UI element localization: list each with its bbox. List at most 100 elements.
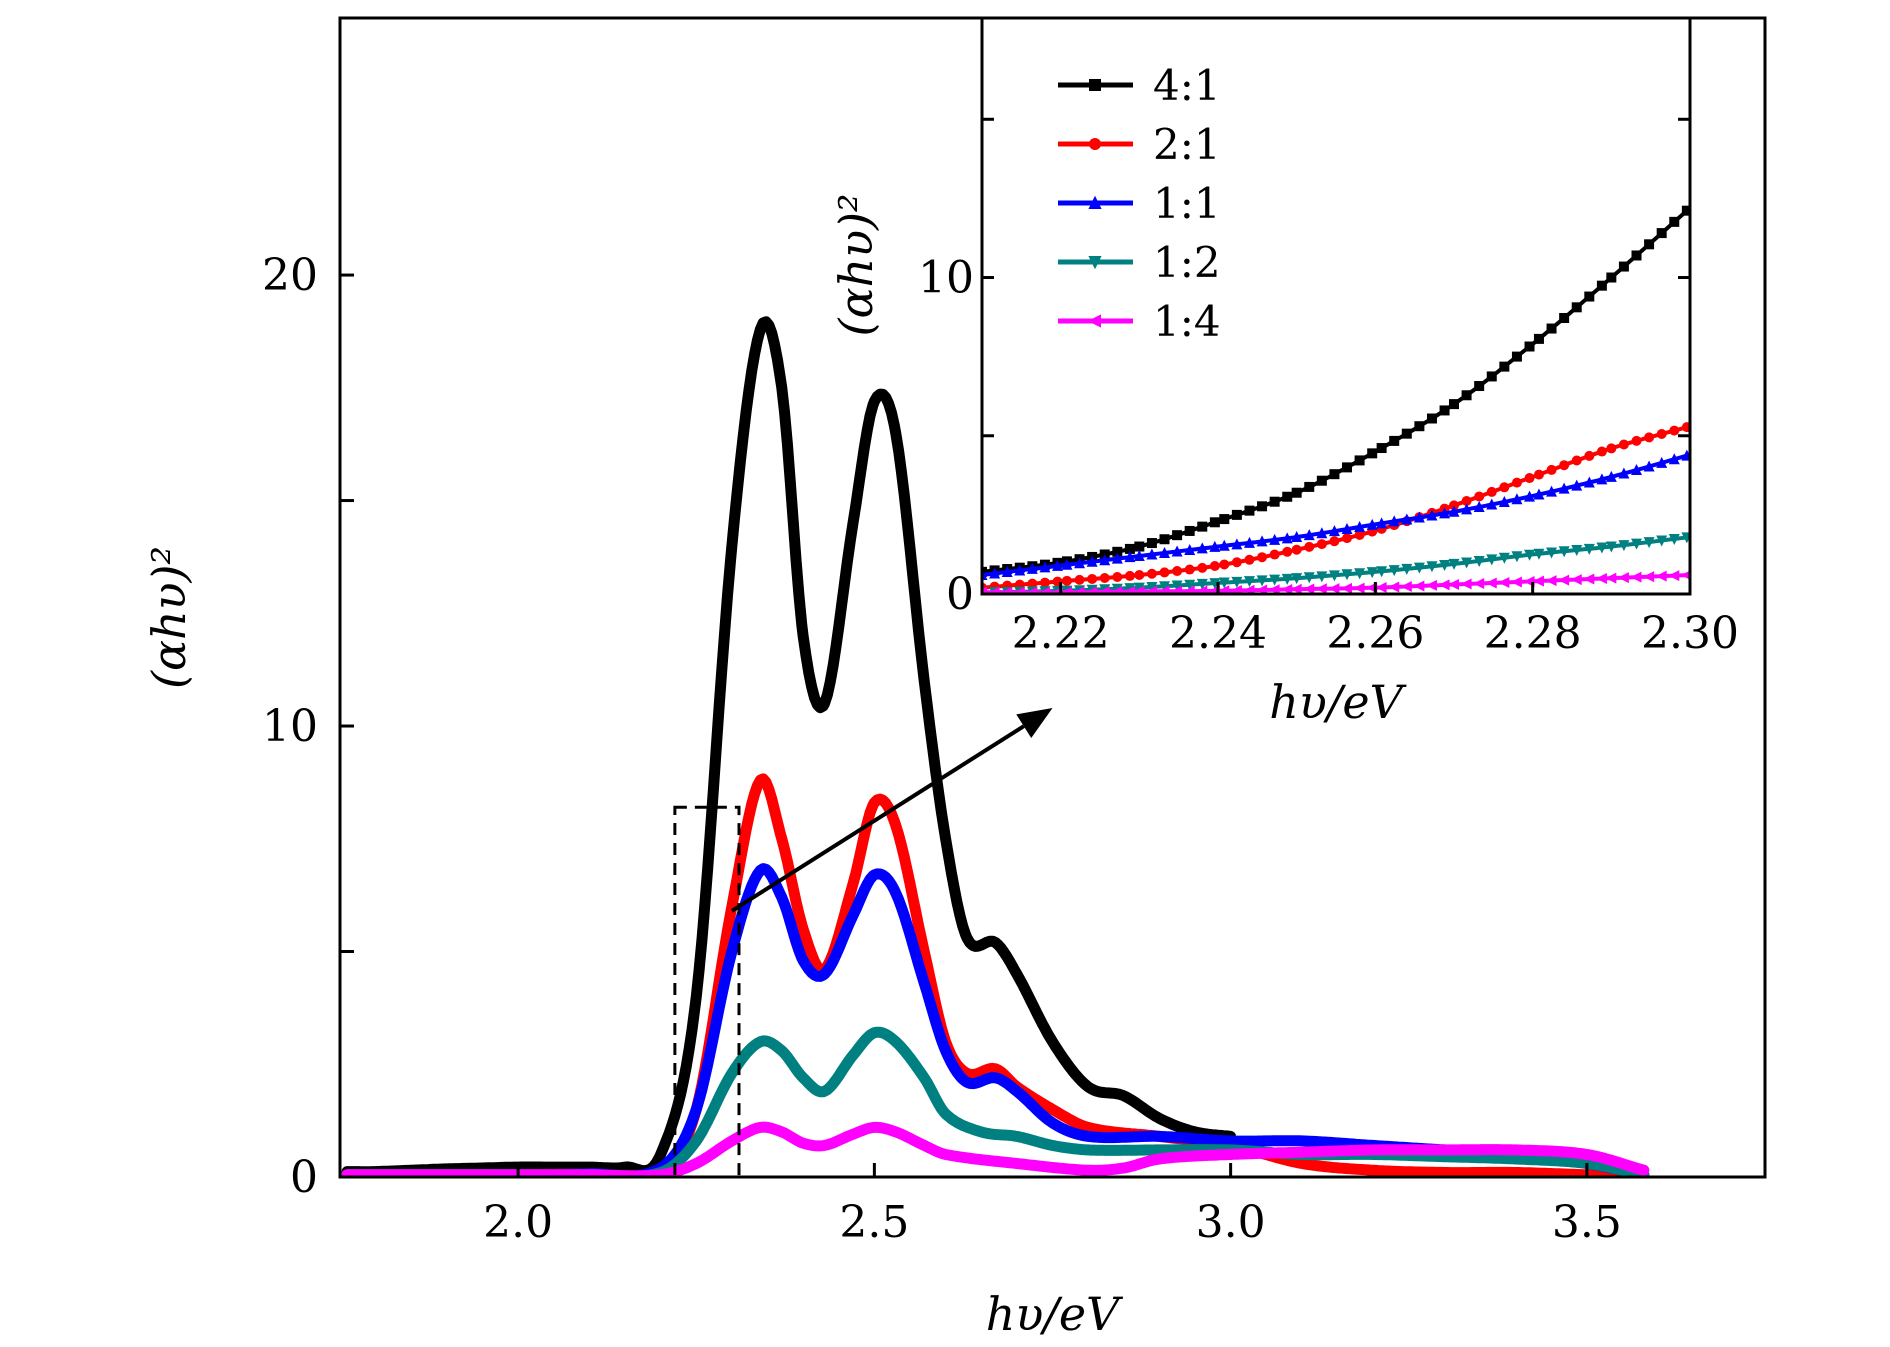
inset-data-point-2-1 bbox=[1631, 435, 1642, 446]
inset-data-point-1-1 bbox=[1281, 532, 1293, 544]
inset-data-point-1-1 bbox=[1583, 476, 1595, 488]
inset-data-point-4-1 bbox=[1486, 371, 1497, 382]
inset-data-point-1-1 bbox=[1171, 545, 1183, 557]
inset-data-point-1-2 bbox=[1448, 558, 1460, 570]
inset-data-point-4-1 bbox=[1499, 361, 1510, 372]
inset-data-point-4-1 bbox=[1342, 462, 1353, 473]
inset-data-point-1-2 bbox=[1209, 578, 1221, 590]
inset-data-point-1-1 bbox=[1631, 464, 1643, 476]
inset-series-markers-1-4 bbox=[982, 570, 1690, 594]
inset-data-point-1-1 bbox=[1026, 562, 1038, 574]
inset-data-point-1-1 bbox=[1243, 536, 1255, 548]
inset-data-point-1-2 bbox=[1668, 533, 1680, 545]
inset-data-point-1-1 bbox=[1303, 529, 1315, 541]
inset-data-point-1-1 bbox=[1061, 558, 1073, 570]
inset-data-point-1-4 bbox=[1498, 576, 1510, 588]
main-x-tick-label: 2.0 bbox=[483, 1197, 553, 1248]
inset-data-point-1-1 bbox=[1291, 531, 1303, 543]
inset-data-point-2-1 bbox=[1124, 570, 1135, 581]
inset-data-point-4-1 bbox=[1669, 216, 1680, 227]
inset-data-point-2-1 bbox=[1316, 539, 1327, 550]
inset-data-point-1-4 bbox=[1133, 585, 1145, 594]
inset-data-point-1-4 bbox=[1375, 581, 1387, 593]
zoom-region-box bbox=[673, 805, 741, 1179]
legend-marker-2-1 bbox=[1089, 138, 1101, 150]
inset-data-point-1-1 bbox=[1448, 505, 1460, 517]
inset-data-point-1-1 bbox=[1511, 493, 1523, 505]
inset-data-point-4-1 bbox=[1449, 399, 1459, 410]
inset-data-point-2-1 bbox=[1269, 549, 1280, 560]
inset-data-point-1-4 bbox=[1485, 577, 1497, 589]
inset-data-point-1-1 bbox=[1533, 488, 1545, 500]
inset-data-point-1-4 bbox=[1630, 571, 1642, 583]
inset-data-point-1-4 bbox=[1643, 571, 1655, 583]
inset-data-point-1-1 bbox=[1426, 509, 1438, 521]
inset-data-point-1-4 bbox=[1617, 572, 1629, 584]
inset-data-point-1-4 bbox=[1341, 582, 1353, 594]
inset-data-point-1-4 bbox=[1328, 583, 1340, 594]
inset-data-point-1-1 bbox=[1668, 453, 1680, 465]
inset-data-point-1-1 bbox=[1328, 525, 1340, 537]
inset-data-point-2-1 bbox=[1282, 546, 1293, 557]
inset-data-point-4-1 bbox=[1291, 487, 1302, 498]
inset-data-point-2-1 bbox=[1342, 533, 1353, 544]
inset-data-point-1-1 bbox=[1618, 467, 1630, 479]
inset-data-point-1-4 bbox=[1400, 581, 1412, 593]
inset-data-point-1-4 bbox=[1532, 575, 1544, 587]
inset-data-point-1-1 bbox=[1014, 564, 1026, 576]
inset-data-point-4-1 bbox=[1172, 530, 1183, 541]
inset-x-axis-label: hυ/eV bbox=[1269, 675, 1407, 729]
inset-y-tick-label: 10 bbox=[918, 253, 974, 304]
inset-data-point-4-1 bbox=[1618, 261, 1629, 272]
inset-data-point-2-1 bbox=[1304, 541, 1315, 552]
inset-data-point-1-4 bbox=[1605, 572, 1617, 584]
inset-data-point-1-1 bbox=[1341, 523, 1353, 535]
inset-data-point-1-1 bbox=[1133, 550, 1145, 562]
inset-x-tick-label: 2.22 bbox=[1012, 608, 1110, 659]
inset-data-point-1-1 bbox=[1656, 456, 1668, 468]
inset-data-point-1-1 bbox=[1316, 527, 1328, 539]
main-y-tick-label: 0 bbox=[290, 1152, 318, 1203]
inset-data-point-1-4 bbox=[1111, 586, 1123, 594]
legend-marker-1-4 bbox=[1087, 314, 1101, 328]
inset-data-point-1-1 bbox=[1596, 473, 1608, 485]
inset-data-point-1-4 bbox=[1218, 585, 1230, 594]
inset-data-point-4-1 bbox=[1584, 291, 1595, 302]
inset-data-point-4-1 bbox=[1184, 525, 1195, 536]
inset-series-markers-2-1 bbox=[982, 422, 1690, 593]
inset-data-point-1-2 bbox=[1439, 559, 1451, 571]
main-x-tick-label: 3.0 bbox=[1196, 1197, 1266, 1248]
inset-data-point-1-1 bbox=[1605, 470, 1617, 482]
inset-data-point-2-1 bbox=[1329, 536, 1340, 547]
inset-data-point-2-1 bbox=[1546, 464, 1557, 475]
inset-data-point-2-1 bbox=[1618, 439, 1629, 450]
inset-data-point-4-1 bbox=[1197, 521, 1208, 532]
inset-data-point-1-2 bbox=[1473, 555, 1485, 567]
inset-data-point-2-1 bbox=[1486, 486, 1497, 497]
inset-data-point-2-1 bbox=[1474, 491, 1485, 502]
inset-data-point-4-1 bbox=[1644, 239, 1655, 250]
inset-data-point-4-1 bbox=[1244, 505, 1255, 516]
zoom-arrow-shaft bbox=[730, 724, 1025, 913]
inset-data-point-2-1 bbox=[1584, 450, 1595, 461]
inset-data-point-1-4 bbox=[988, 586, 1000, 594]
inset-data-point-1-1 bbox=[1052, 559, 1064, 571]
inset-x-tick-label: 2.24 bbox=[1169, 608, 1267, 659]
inset-data-point-4-1 bbox=[1219, 514, 1230, 525]
zoom-annotations bbox=[673, 707, 1053, 1179]
inset-data-point-1-2 bbox=[1583, 543, 1595, 555]
inset-data-point-1-1 bbox=[1571, 479, 1583, 491]
inset-data-point-1-2 bbox=[1171, 580, 1183, 592]
inset-data-point-2-1 bbox=[1099, 573, 1110, 584]
inset-data-point-1-2 bbox=[1281, 573, 1293, 585]
inset-series-markers-1-1 bbox=[982, 449, 1690, 581]
inset-data-point-1-4 bbox=[1438, 579, 1450, 591]
inset-data-point-1-4 bbox=[1413, 580, 1425, 592]
inset-data-point-2-1 bbox=[1184, 564, 1195, 575]
inset-data-point-2-1 bbox=[1644, 432, 1655, 443]
inset-data-point-4-1 bbox=[1329, 469, 1340, 480]
inset-data-point-1-1 bbox=[1218, 539, 1230, 551]
inset-data-point-4-1 bbox=[1112, 546, 1123, 557]
inset-data-point-1-2 bbox=[1256, 575, 1268, 587]
inset-data-point-1-4 bbox=[1013, 586, 1025, 594]
